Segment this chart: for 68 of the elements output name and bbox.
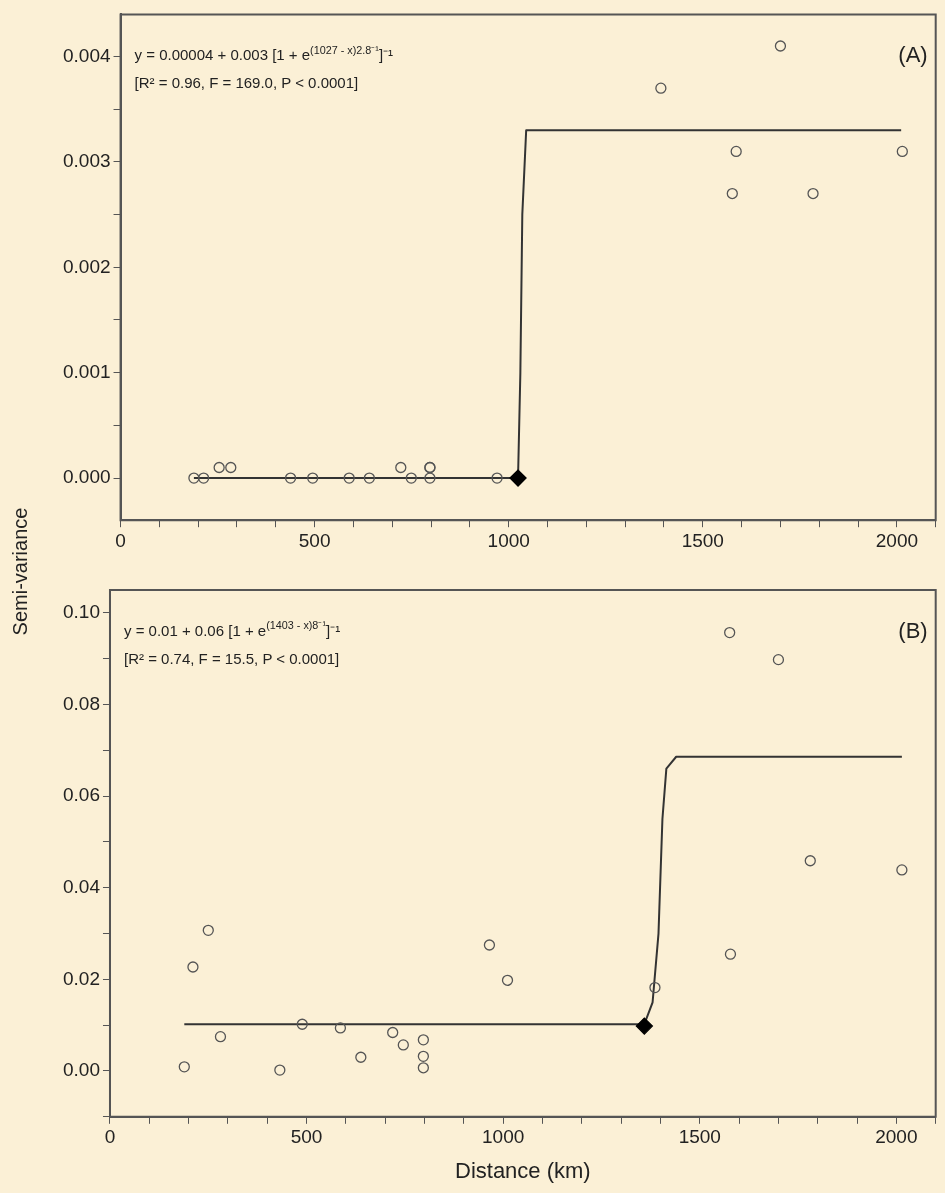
point (188, 472, 200, 484)
x-tick-label: 0 (115, 529, 126, 551)
point (483, 939, 496, 951)
point (387, 1026, 399, 1039)
point (896, 145, 908, 158)
x-tick-label: 2000 (875, 1126, 918, 1148)
point (178, 1061, 190, 1073)
point (397, 1039, 409, 1051)
point (395, 461, 407, 474)
point (405, 472, 417, 484)
y-tick-label: 0.003 (63, 150, 111, 172)
point (896, 864, 908, 876)
point (417, 1034, 430, 1046)
annotation: [R² = 0.96, F = 169.0, P < 0.0001] (134, 74, 359, 92)
y-tick-label: 0.002 (63, 255, 111, 277)
point (284, 472, 297, 484)
point (202, 924, 214, 937)
point (772, 653, 785, 666)
annotation: (B) (898, 618, 928, 643)
point (649, 981, 661, 994)
point (187, 961, 199, 973)
x-tick-label: 500 (298, 529, 331, 551)
y-tick-label: 0.000 (63, 466, 111, 488)
x-tick-label: 1500 (678, 1126, 721, 1148)
y-tick-label: 0.04 (63, 875, 101, 897)
point (197, 472, 210, 484)
y-tick-label: 0.02 (63, 967, 100, 989)
point (225, 461, 237, 474)
x-axis-title: Distance (km) (455, 1157, 591, 1183)
point (214, 1030, 227, 1043)
point (655, 82, 667, 94)
point (307, 472, 319, 484)
y-tick-label: 0.06 (63, 784, 100, 806)
point (343, 472, 355, 484)
point (726, 187, 738, 200)
y-tick-label: 0.00 (63, 1059, 100, 1081)
x-tick-label: 2000 (875, 529, 919, 551)
y-tick-label: 0.08 (63, 692, 100, 714)
point (804, 855, 816, 867)
point (501, 974, 514, 986)
annotation: (A) (898, 42, 928, 68)
y-tick-label: 0.10 (63, 601, 100, 623)
point (296, 1018, 308, 1030)
y-tick-label: 0.004 (63, 44, 111, 66)
y-axis-title: Semi-variance (8, 506, 32, 638)
point (509, 469, 527, 487)
point (635, 1017, 653, 1035)
annotation: [R² = 0.74, F = 15.5, P < 0.0001] (123, 650, 340, 667)
point (724, 626, 736, 639)
point (363, 472, 376, 484)
x-tick-label: 0 (104, 1126, 116, 1148)
x-tick-label: 1000 (487, 529, 530, 551)
point (355, 1051, 367, 1063)
point (274, 1064, 286, 1076)
x-tick-label: 500 (290, 1126, 323, 1148)
point (334, 1022, 347, 1034)
point (213, 461, 225, 474)
point (424, 472, 436, 484)
point (417, 1050, 430, 1062)
point (730, 145, 742, 158)
point (724, 948, 737, 960)
point (807, 187, 819, 200)
point (491, 472, 503, 484)
point (417, 1062, 430, 1074)
y-tick-label: 0.001 (63, 360, 111, 382)
x-tick-label: 1000 (482, 1126, 525, 1148)
point (774, 40, 787, 52)
x-tick-label: 1500 (681, 529, 724, 551)
